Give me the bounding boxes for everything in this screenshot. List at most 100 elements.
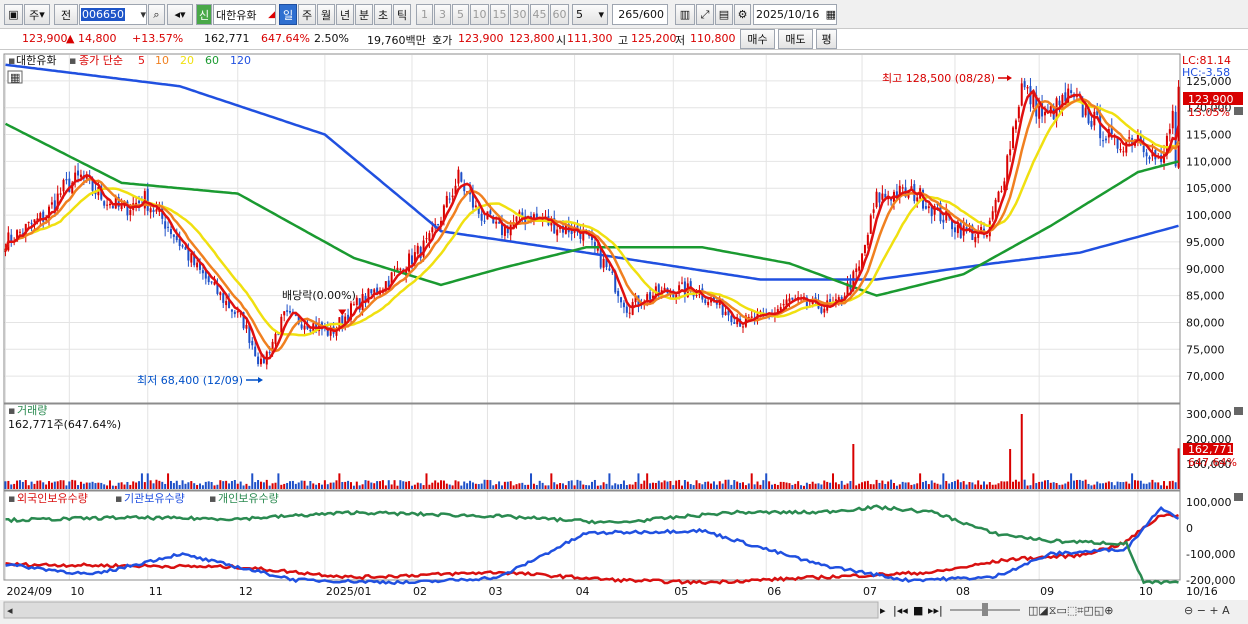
prev-button[interactable]: 전 (54, 4, 78, 25)
flow-close-icon[interactable] (1234, 493, 1243, 501)
candle-body (42, 211, 45, 222)
volume-bar (71, 479, 74, 489)
volume-bar (129, 484, 132, 489)
volume-bar (591, 481, 593, 489)
volume-bar (1128, 483, 1131, 489)
scroll-first-icon[interactable]: |◂◂ (893, 604, 908, 617)
volume-bar (1020, 414, 1023, 489)
volume-bar (440, 480, 443, 489)
volume-bar (294, 483, 297, 489)
volume-bar (733, 480, 736, 489)
volume-bar (53, 481, 56, 489)
chart-area[interactable]: 125,000 120,000 115,000 110,000 105,000 100,0… (0, 50, 1248, 621)
period-1[interactable]: 주 (298, 4, 316, 25)
volume-bar (210, 482, 213, 489)
candle-body (620, 297, 623, 303)
volume-bar (155, 479, 158, 489)
period-5[interactable]: 초 (374, 4, 392, 25)
sell-button[interactable]: 매도 (778, 29, 813, 49)
table-icon[interactable] (7, 70, 23, 84)
line-tool-icon[interactable]: ⤢ (696, 4, 714, 25)
scroll-last-icon[interactable]: ▸▸| (928, 604, 943, 617)
quote-bid: 123,800 (509, 32, 555, 45)
code-input[interactable]: 006650 ▾ (79, 4, 147, 25)
flow-line-0 (5, 513, 1179, 586)
minute-30[interactable]: 30 (510, 4, 529, 25)
price-close-icon[interactable] (1234, 107, 1243, 115)
period-2[interactable]: 월 (317, 4, 335, 25)
minute-10[interactable]: 10 (470, 4, 489, 25)
tools-icons[interactable]: ◫◪⧖▭⬚⌗◰◱⊕ (1028, 604, 1114, 617)
zoom-icons[interactable]: ⊖ − + A (1184, 604, 1230, 617)
volume-bar (27, 485, 30, 489)
volume-bar (42, 482, 45, 489)
volume-bar (416, 482, 419, 489)
volume-bar (710, 483, 713, 489)
volume-bar (30, 481, 33, 489)
period-6[interactable]: 틱 (393, 4, 411, 25)
avg-button[interactable]: 평 (816, 29, 837, 49)
minute-5[interactable]: 5 (452, 4, 469, 25)
candle-body (254, 346, 257, 356)
minute-15[interactable]: 15 (490, 4, 509, 25)
minute-3[interactable]: 3 (434, 4, 451, 25)
volume-bar (640, 483, 643, 489)
date-tick: 06 (767, 585, 781, 598)
speaker-icon[interactable]: ◂▾ (167, 4, 193, 25)
volume-bar (480, 483, 483, 489)
volume-bar (33, 483, 36, 489)
candle-body (294, 314, 297, 316)
scrollbar-track[interactable] (3, 601, 879, 619)
candle-body (535, 213, 538, 218)
buy-button[interactable]: 매수 (740, 29, 775, 49)
gear-icon[interactable]: ⚙ (734, 4, 751, 25)
vol-last-pct: 647.64% (1188, 456, 1237, 469)
minute-60[interactable]: 60 (550, 4, 569, 25)
volume-bar (712, 481, 715, 489)
calendar-icon[interactable]: ▦ (825, 8, 836, 21)
period-0[interactable]: 일 (279, 4, 297, 25)
type-select[interactable]: 주 ▾ (24, 4, 50, 25)
volume-bar (1177, 448, 1180, 489)
candle-icon[interactable]: ▥ (675, 4, 695, 25)
candle-body (509, 224, 512, 236)
candle-body (4, 250, 7, 252)
min-count-select[interactable]: 5 ▾ (572, 4, 608, 25)
candle-body (448, 198, 451, 200)
period-3[interactable]: 년 (336, 4, 354, 25)
vol-close-icon[interactable] (1234, 407, 1243, 415)
date-tick: 2024/09 (6, 585, 52, 598)
candle-body (338, 317, 341, 329)
count-field[interactable]: 265/600 (612, 4, 668, 25)
price-tick: 115,000 (1186, 129, 1232, 142)
minute-1[interactable]: 1 (416, 4, 433, 25)
save-icon[interactable]: ▤ (715, 4, 733, 25)
stock-name-field[interactable]: 대한유화 ◢ (213, 4, 276, 25)
zoom-slider-handle[interactable] (982, 603, 988, 616)
volume-bar (1096, 481, 1099, 489)
candle-body (451, 195, 454, 198)
candle-body (413, 252, 416, 264)
candle-body (347, 314, 350, 321)
scroll-right-icon[interactable]: ▸ (880, 604, 886, 617)
candle-body (788, 298, 791, 302)
volume-bar (573, 485, 576, 489)
flow-tick: 100,000 (1186, 496, 1232, 509)
candle-body (309, 329, 312, 332)
chart-svg[interactable]: 125,000120,000115,000110,000105,000100,0… (0, 50, 1248, 621)
stop-icon[interactable]: ■ (913, 604, 923, 617)
minute-45[interactable]: 45 (530, 4, 549, 25)
candle-body (1087, 106, 1090, 124)
candle-body (364, 296, 367, 304)
ma-marker-icon: ▪ (69, 54, 76, 67)
volume-bar (898, 484, 901, 489)
scroll-left-icon[interactable]: ◂ (7, 604, 13, 617)
period-4[interactable]: 분 (355, 4, 373, 25)
layout-icon[interactable]: ▣ (4, 4, 23, 25)
search-icon[interactable]: ⌕ (148, 4, 165, 25)
volume-bar (698, 483, 701, 489)
volume-bar (469, 480, 472, 489)
volume-bar (840, 480, 843, 489)
date-field[interactable]: 2025/10/16 ▦ (753, 4, 837, 25)
volume-bar (962, 481, 965, 489)
